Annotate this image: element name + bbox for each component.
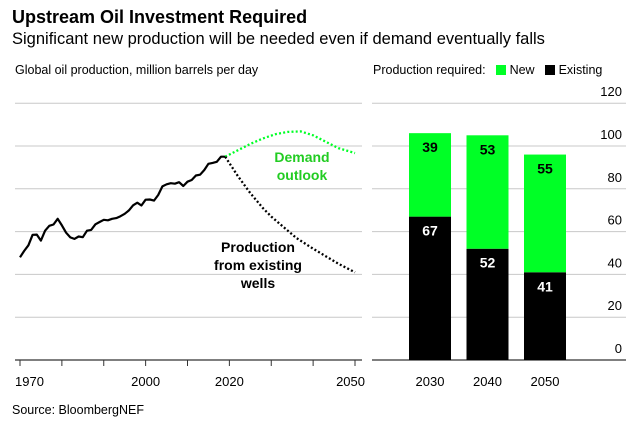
annotation-demand-outlook: outlook	[277, 167, 328, 183]
bar-label-existing: 41	[537, 278, 553, 294]
y-tick-label: 40	[608, 255, 622, 270]
y-tick-label: 0	[615, 341, 622, 356]
legend-swatch-new	[495, 65, 506, 75]
legend-label-new: New	[509, 63, 535, 77]
chart-subtitle: Significant new production will be neede…	[12, 30, 545, 48]
bar-label-existing: 67	[422, 223, 438, 239]
annotation-existing-production: from existing	[214, 257, 302, 273]
y-tick-label: 100	[600, 127, 622, 142]
bar-category-label: 2050	[531, 374, 560, 389]
x-tick-label: 2020	[215, 374, 244, 389]
bar-label-new: 53	[480, 141, 496, 157]
y-tick-label: 80	[608, 170, 622, 185]
bar-new-2050	[524, 154, 566, 273]
annotation-existing-production: wells	[240, 275, 275, 291]
chart-title: Upstream Oil Investment Required	[12, 7, 308, 27]
legend-label-existing: Existing	[558, 63, 603, 77]
bar-new-2040	[466, 135, 509, 249]
line-series-demand	[224, 130, 356, 158]
bar-existing-2030	[409, 216, 451, 360]
x-tick-label: 2050	[336, 374, 365, 389]
x-tick-label: 2000	[131, 374, 160, 389]
bar-category-label: 2030	[416, 374, 445, 389]
y-tick-label: 120	[600, 84, 622, 99]
bar-label-existing: 52	[480, 255, 496, 271]
legend-title: Production required:	[373, 63, 486, 77]
line-series-existing	[224, 156, 356, 274]
x-tick-label: 1970	[15, 374, 44, 389]
annotation-demand-outlook: Demand	[274, 149, 329, 165]
y-tick-label: 20	[608, 298, 622, 313]
bar-label-new: 55	[537, 161, 553, 177]
bar-existing-2050	[524, 272, 566, 360]
bar-new-2030	[409, 133, 451, 217]
bar-existing-2040	[466, 248, 509, 360]
line-series-historical	[19, 155, 226, 258]
y-tick-label: 60	[608, 213, 622, 228]
line-chart-label: Global oil production, million barrels p…	[15, 63, 259, 77]
legend-swatch-existing	[544, 65, 555, 75]
bar-label-new: 39	[422, 139, 438, 155]
annotation-existing-production: Production	[221, 239, 295, 255]
bar-category-label: 2040	[473, 374, 502, 389]
source-note: Source: BloombergNEF	[12, 403, 145, 417]
legend: Production required: New Existing	[373, 63, 602, 77]
